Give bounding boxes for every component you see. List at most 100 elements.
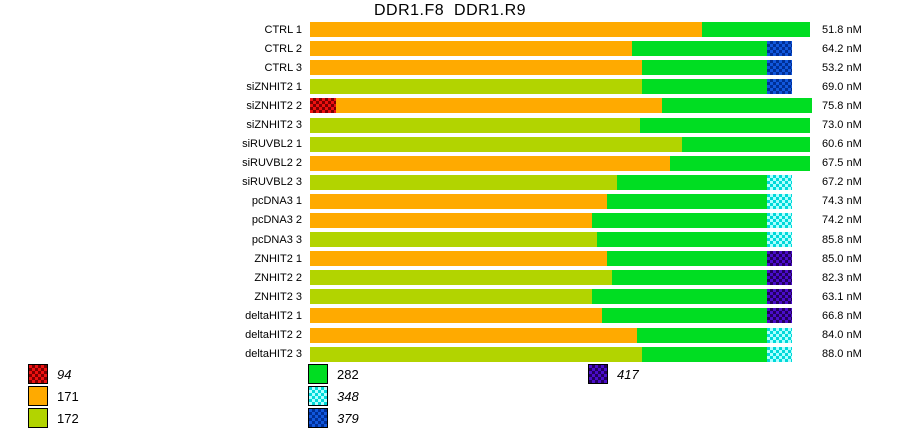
sample-label: ZNHIT2 1 xyxy=(254,252,302,265)
sample-row: ZNHIT2 1 85.0 nM xyxy=(0,249,862,268)
sample-label: pcDNA3 2 xyxy=(251,214,302,227)
legend-column: 282 348 379 xyxy=(308,364,359,430)
concentration-value: 67.5 nM xyxy=(822,157,862,170)
concentration-value: 51.8 nM xyxy=(822,23,862,36)
band-segment-282 xyxy=(682,136,810,152)
sample-label: siRUVBL2 1 xyxy=(242,138,302,151)
fragment-bar xyxy=(310,136,812,152)
concentration-value: 53.2 nM xyxy=(822,61,862,74)
sample-row: siRUVBL2 1 60.6 nM xyxy=(0,135,862,154)
concentration-value: 73.0 nM xyxy=(822,119,862,132)
fragment-bar xyxy=(310,174,812,190)
sample-rows: CTRL 1 51.8 nM CTRL 2 64.2 nM CTRL 3 53.2 nM s… xyxy=(0,20,862,364)
band-segment-171 xyxy=(336,98,662,114)
sample-row: siZNHIT2 1 69.0 nM xyxy=(0,77,862,96)
band-segment-282 xyxy=(642,79,767,95)
band-segment-282 xyxy=(592,289,767,305)
legend-swatch-379 xyxy=(308,408,328,428)
sample-label: siZNHIT2 2 xyxy=(246,99,302,112)
band-segment-282 xyxy=(642,346,767,362)
fragment-bar xyxy=(310,117,812,133)
band-segment-171 xyxy=(310,308,602,324)
legend-swatch-417 xyxy=(588,364,608,384)
fragment-bar xyxy=(310,327,812,343)
legend-size-label: 171 xyxy=(57,388,79,404)
fragment-bar xyxy=(310,251,812,267)
fragment-bar xyxy=(310,289,812,305)
band-segment-348 xyxy=(767,174,792,190)
sample-row: ZNHIT2 2 82.3 nM xyxy=(0,268,862,287)
concentration-value: 64.2 nM xyxy=(822,42,862,55)
band-segment-348 xyxy=(767,212,792,228)
fragment-bar xyxy=(310,79,812,95)
sample-label: ZNHIT2 2 xyxy=(254,271,302,284)
sample-label: deltaHIT2 2 xyxy=(245,329,302,342)
band-segment-282 xyxy=(607,193,767,209)
sample-row: siRUVBL2 3 67.2 nM xyxy=(0,173,862,192)
band-segment-282 xyxy=(617,174,767,190)
band-segment-417 xyxy=(767,251,792,267)
fragment-bar xyxy=(310,346,812,362)
band-segment-172 xyxy=(310,289,592,305)
band-segment-171 xyxy=(310,22,702,38)
band-segment-379 xyxy=(767,60,792,76)
sample-row: siRUVBL2 2 67.5 nM xyxy=(0,154,862,173)
band-segment-172 xyxy=(310,346,642,362)
sample-label: siZNHIT2 1 xyxy=(246,80,302,93)
band-segment-282 xyxy=(597,232,767,248)
legend-size-label: 172 xyxy=(57,410,79,426)
band-segment-172 xyxy=(310,232,597,248)
sample-row: siZNHIT2 2 75.8 nM xyxy=(0,96,862,115)
sample-row: pcDNA3 1 74.3 nM xyxy=(0,192,862,211)
legend-swatch-282 xyxy=(308,364,328,384)
concentration-value: 85.0 nM xyxy=(822,252,862,265)
concentration-value: 84.0 nM xyxy=(822,329,862,342)
chart-title: DDR1.F8 DDR1.R9 xyxy=(373,2,527,19)
sample-row: ZNHIT2 3 63.1 nM xyxy=(0,287,862,306)
band-segment-171 xyxy=(310,327,637,343)
legend-size-label: 94 xyxy=(57,366,72,382)
concentration-value: 69.0 nM xyxy=(822,80,862,93)
sample-row: deltaHIT2 3 88.0 nM xyxy=(0,345,862,364)
legend-item-282: 282 xyxy=(308,364,359,384)
band-segment-282 xyxy=(642,60,767,76)
sample-label: CTRL 1 xyxy=(264,23,303,36)
legend-size-label: 417 xyxy=(617,366,639,382)
band-segment-348 xyxy=(767,327,792,343)
legend-swatch-94 xyxy=(28,364,48,384)
band-segment-172 xyxy=(310,117,640,133)
fragment-bar xyxy=(310,193,812,209)
legend-size-label: 348 xyxy=(337,388,359,404)
sample-row: deltaHIT2 2 84.0 nM xyxy=(0,326,862,345)
concentration-value: 82.3 nM xyxy=(822,271,862,284)
band-segment-171 xyxy=(310,155,670,171)
sample-label: siRUVBL2 2 xyxy=(242,157,302,170)
band-segment-282 xyxy=(662,98,812,114)
legend-item-171: 171 xyxy=(28,386,79,406)
sample-label: pcDNA3 1 xyxy=(251,195,302,208)
band-segment-282 xyxy=(612,270,767,286)
legend-item-348: 348 xyxy=(308,386,359,406)
sample-label: deltaHIT2 1 xyxy=(245,309,302,322)
band-segment-282 xyxy=(670,155,810,171)
band-segment-379 xyxy=(767,79,792,95)
band-segment-348 xyxy=(767,232,792,248)
band-segment-94 xyxy=(310,98,336,114)
sample-row: deltaHIT2 1 66.8 nM xyxy=(0,306,862,325)
sample-row: CTRL 3 53.2 nM xyxy=(0,58,862,77)
band-segment-171 xyxy=(310,193,607,209)
band-segment-172 xyxy=(310,79,642,95)
sample-label: deltaHIT2 3 xyxy=(245,348,302,361)
legend-item-379: 379 xyxy=(308,408,359,428)
legend-size-label: 282 xyxy=(337,366,359,382)
fragment-bar xyxy=(310,212,812,228)
concentration-value: 74.3 nM xyxy=(822,195,862,208)
band-segment-171 xyxy=(310,212,592,228)
band-segment-282 xyxy=(702,22,810,38)
legend-swatch-172 xyxy=(28,408,48,428)
legend-swatch-171 xyxy=(28,386,48,406)
concentration-value: 66.8 nM xyxy=(822,309,862,322)
band-segment-171 xyxy=(310,251,607,267)
band-segment-282 xyxy=(607,251,767,267)
band-segment-417 xyxy=(767,270,792,286)
